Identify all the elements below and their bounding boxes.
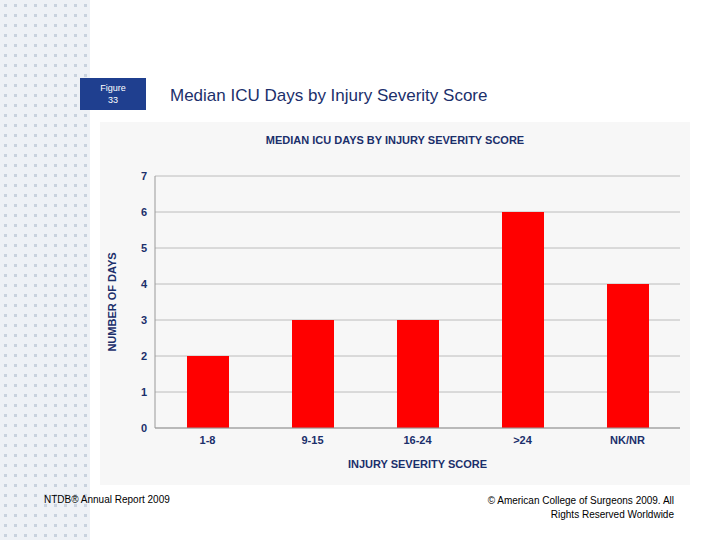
svg-text:3: 3	[141, 314, 147, 326]
svg-text:5: 5	[141, 242, 147, 254]
svg-text:2: 2	[141, 350, 147, 362]
html-text:Median ICU Days by Injury Seve: Median ICU Days by Injury Severity Score	[170, 86, 488, 105]
svg-text:9-15: 9-15	[301, 434, 323, 446]
svg-text:INJURY SEVERITY SCORE: INJURY SEVERITY SCORE	[348, 458, 487, 470]
svg-text:0: 0	[141, 422, 147, 434]
html-text:Figure 33: Figure 33	[100, 83, 126, 105]
svg-text:7: 7	[141, 170, 147, 182]
svg-text:1: 1	[141, 386, 147, 398]
svg-text:1-8: 1-8	[200, 434, 216, 446]
svg-text:NK/NR: NK/NR	[610, 434, 645, 446]
svg-text:4: 4	[141, 278, 148, 290]
html-text:© American College of Surgeons: © American College of Surgeons 2009. All…	[487, 495, 674, 520]
svg-text:>24: >24	[513, 434, 533, 446]
html-text:NTDB® Annual Report 2009: NTDB® Annual Report 2009	[44, 494, 170, 505]
html-text:MEDIAN ICU DAYS BY INJURY SEVE: MEDIAN ICU DAYS BY INJURY SEVERITY SCORE	[265, 134, 525, 146]
svg-text:16-24: 16-24	[403, 434, 432, 446]
svg-text:6: 6	[141, 206, 147, 218]
svg-text:NUMBER OF DAYS: NUMBER OF DAYS	[106, 252, 118, 351]
